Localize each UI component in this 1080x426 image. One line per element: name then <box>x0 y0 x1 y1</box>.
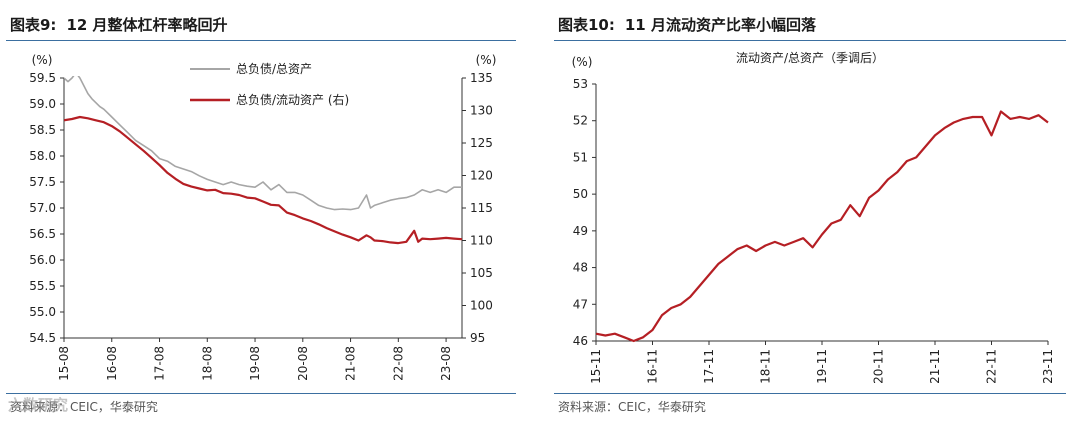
left-y-tick-label: 56.0 <box>29 253 56 267</box>
y-tick-label: 49 <box>573 224 588 238</box>
left-y-tick-label: 59.0 <box>29 97 56 111</box>
figure-label: 图表9: <box>10 16 57 34</box>
left-y-tick-label: 55.5 <box>29 279 56 293</box>
left-y-tick-label: 57.5 <box>29 175 56 189</box>
title-divider <box>554 40 1066 41</box>
right-y-tick-label: 110 <box>470 234 493 248</box>
y-tick-label: 50 <box>573 187 588 201</box>
right-y-tick-label: 100 <box>470 299 493 313</box>
y-tick-label: 48 <box>573 261 588 275</box>
left-y-tick-label: 59.5 <box>29 71 56 85</box>
left-y-tick-label: 55.0 <box>29 305 56 319</box>
watermark: 六数研究 <box>8 396 69 414</box>
right-y-tick-label: 115 <box>470 201 493 215</box>
source-note: 资料来源：CEIC，华泰研究 <box>10 400 158 414</box>
right-y-tick-label: 125 <box>470 136 493 150</box>
title-divider <box>6 40 516 41</box>
left-y-tick-label: 58.5 <box>29 123 56 137</box>
right-y-tick-label: 105 <box>470 266 493 280</box>
left-y-tick-label: 57.0 <box>29 201 56 215</box>
x-tick-label: 20-11 <box>872 349 886 384</box>
chart-title: 流动资产/总资产（季调后） <box>736 51 884 65</box>
x-tick-label: 15-11 <box>589 349 603 384</box>
right-y-tick-label: 135 <box>470 71 493 85</box>
y-tick-label: 47 <box>573 297 588 311</box>
x-tick-label: 19-11 <box>815 349 829 384</box>
figure-caption: 12 月整体杠杆率略回升 <box>66 16 228 34</box>
left-chart: (%) (%) 54.5 55.0 55.5 56.0 56.5 57.0 57.5 58.0 58… <box>29 53 497 381</box>
x-tick-label: 17-11 <box>702 349 716 384</box>
x-tick-label: 23-11 <box>1041 349 1055 384</box>
y-axis-unit: (%) <box>572 55 593 69</box>
x-tick-label: 21-11 <box>928 349 942 384</box>
x-tick-label: 23-08 <box>439 346 453 381</box>
figure-caption: 11 月流动资产比率小幅回落 <box>624 16 816 34</box>
right-chart: 流动资产/总资产（季调后） (%) 46 47 48 49 50 51 52 53 15-11 16-… <box>572 51 1055 384</box>
source-divider <box>6 393 516 394</box>
y-tick-label: 53 <box>573 77 588 91</box>
x-tick-label: 16-08 <box>105 346 119 381</box>
x-tick-label: 17-08 <box>153 346 167 381</box>
x-tick-label: 16-11 <box>646 349 660 384</box>
right-figure-panel: 图表10: 11 月流动资产比率小幅回落 流动资产/总资产（季调后） (%) 46 47… <box>548 0 1080 426</box>
left-figure-panel: 图表9: 12 月整体杠杆率略回升 (%) (%) 54.5 55.0 55.5 56.0 5… <box>0 0 530 426</box>
right-y-tick-label: 120 <box>470 169 493 183</box>
x-tick-label: 22-11 <box>985 349 999 384</box>
series-line-current-assets-ratio <box>595 110 1049 343</box>
y-tick-label: 46 <box>573 334 588 348</box>
figure-title: 图表10: 11 月流动资产比率小幅回落 <box>558 14 826 35</box>
series-line-debt-to-assets <box>64 76 462 211</box>
right-axis-unit: (%) <box>476 53 497 67</box>
x-tick-label: 18-08 <box>200 346 214 381</box>
x-tick-label: 18-11 <box>759 349 773 384</box>
left-y-tick-label: 56.5 <box>29 227 56 241</box>
source-note: 资料来源：CEIC，华泰研究 <box>558 400 706 414</box>
left-y-tick-label: 54.5 <box>29 331 56 345</box>
x-tick-label: 15-08 <box>57 346 71 381</box>
left-axis-unit: (%) <box>32 53 53 67</box>
y-tick-label: 52 <box>573 114 588 128</box>
legend-label-debt-to-assets: 总负债/总资产 <box>236 62 312 76</box>
x-tick-label: 22-08 <box>391 346 405 381</box>
left-y-tick-label: 58.0 <box>29 149 56 163</box>
legend-label-debt-to-current-assets: 总负债/流动资产 (右) <box>236 92 349 107</box>
y-tick-label: 51 <box>573 150 588 164</box>
right-y-tick-label: 130 <box>470 104 493 118</box>
right-y-tick-label: 95 <box>470 331 485 345</box>
figure-title: 图表9: 12 月整体杠杆率略回升 <box>10 14 238 35</box>
series-line-debt-to-current-assets <box>64 115 462 245</box>
x-tick-label: 20-08 <box>296 346 310 381</box>
figure-label: 图表10: <box>558 16 615 34</box>
source-divider <box>554 393 1066 394</box>
x-tick-label: 21-08 <box>344 346 358 381</box>
x-tick-label: 19-08 <box>248 346 262 381</box>
